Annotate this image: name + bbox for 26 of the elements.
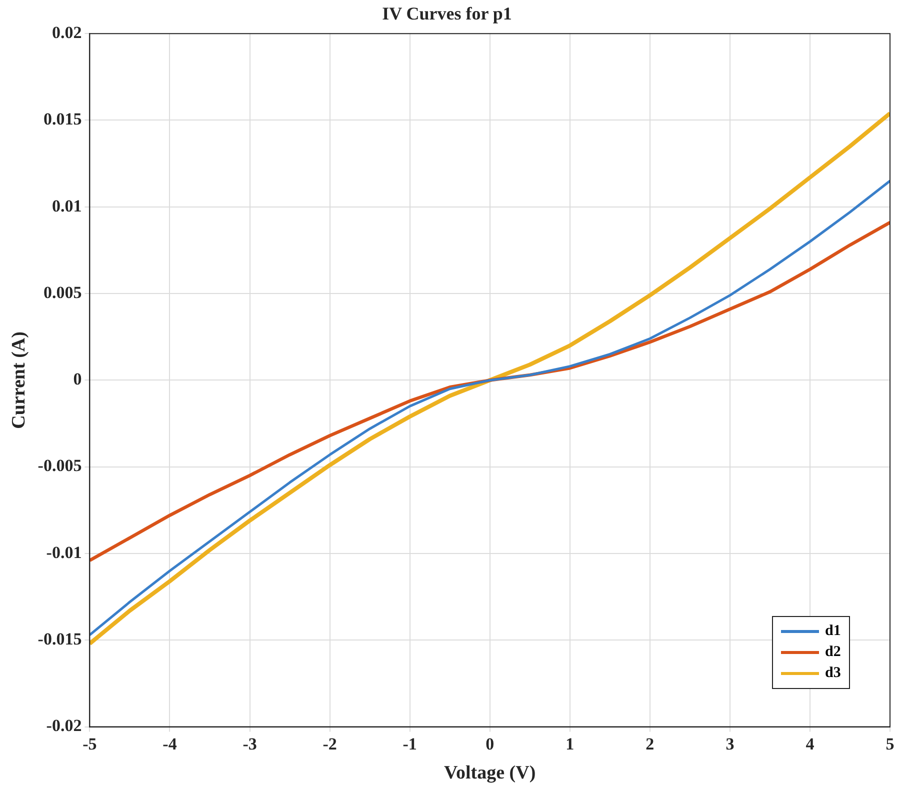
x-tick-label: 3 [726,734,734,754]
legend-label: d2 [825,644,841,661]
x-tick-label: 0 [486,734,494,754]
y-tick-label: 0 [73,370,82,389]
legend-label: d1 [825,622,841,640]
x-axis-title: Voltage (V) [444,762,536,784]
x-tick-label: 5 [886,734,894,754]
chart-title: IV Curves for p1 [382,3,512,24]
legend-label: d3 [825,664,841,682]
y-tick-label: 0.005 [43,282,82,302]
x-tick-label: -5 [82,734,97,754]
y-tick-label: 0.015 [43,110,82,129]
x-tick-label: 4 [806,734,815,754]
y-tick-label: -0.02 [46,716,82,736]
x-tick-label: -1 [402,734,417,754]
y-axis-title: Current (A) [8,332,30,429]
x-tick-label: -2 [322,734,337,754]
x-tick-label: -4 [162,734,178,754]
y-tick-label: 0.01 [52,196,82,216]
x-tick-label: -3 [242,734,257,754]
x-tick-label: 2 [646,734,654,754]
y-tick-label: -0.015 [38,630,82,649]
y-tick-label: 0.02 [52,22,82,42]
y-tick-label: -0.005 [38,456,82,476]
x-tick-label: 1 [566,734,574,754]
y-tick-label: -0.01 [46,542,82,562]
